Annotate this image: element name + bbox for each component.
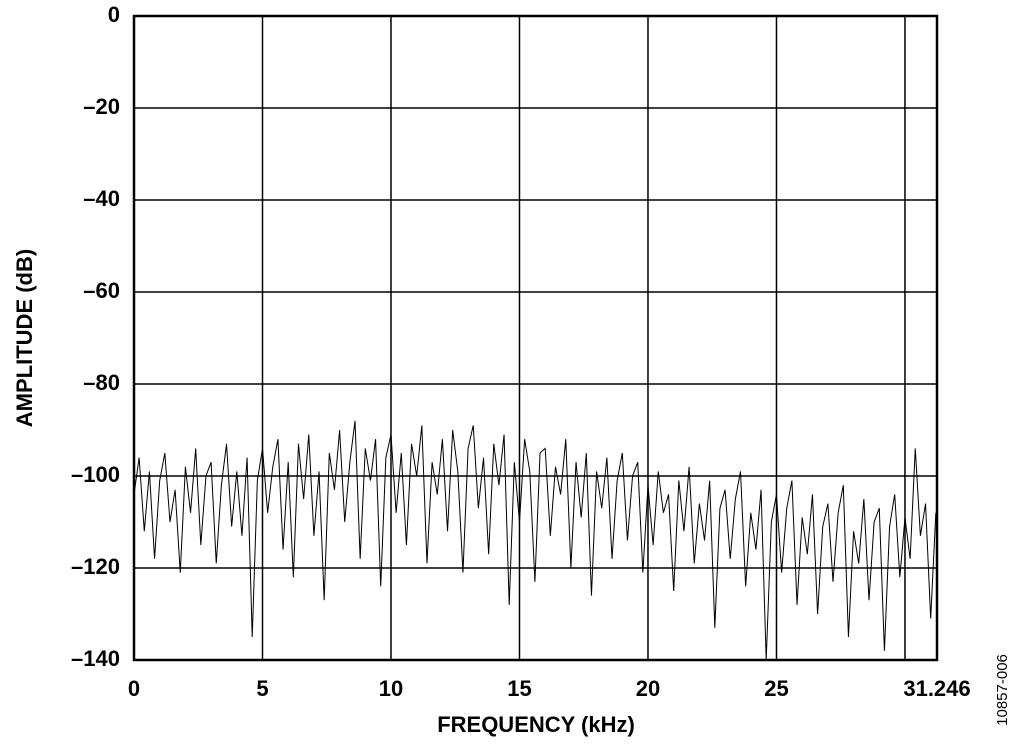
- y-tick-label: –60: [83, 278, 120, 303]
- y-tick-label: –80: [83, 370, 120, 395]
- x-axis-label: FREQUENCY (kHz): [437, 712, 635, 737]
- plot-frame: [132, 14, 939, 662]
- x-tick-label: 31.246: [903, 676, 970, 701]
- data-line: [133, 420, 937, 661]
- figure-id: 10857-006: [994, 654, 1011, 726]
- y-tick-label: –100: [71, 462, 120, 487]
- x-tick-label: 0: [128, 676, 140, 701]
- y-axis-label: AMPLITUDE (dB): [12, 249, 37, 427]
- x-tick-label: 15: [507, 676, 531, 701]
- y-tick-label: –140: [71, 646, 120, 671]
- x-tick-label: 10: [379, 676, 403, 701]
- x-tick-label: 25: [764, 676, 788, 701]
- x-tick-label: 20: [636, 676, 660, 701]
- y-tick-label: –120: [71, 554, 120, 579]
- y-tick-label: –40: [83, 186, 120, 211]
- y-tick-label: –20: [83, 94, 120, 119]
- y-tick-label: 0: [108, 2, 120, 27]
- x-tick-label: 5: [256, 676, 268, 701]
